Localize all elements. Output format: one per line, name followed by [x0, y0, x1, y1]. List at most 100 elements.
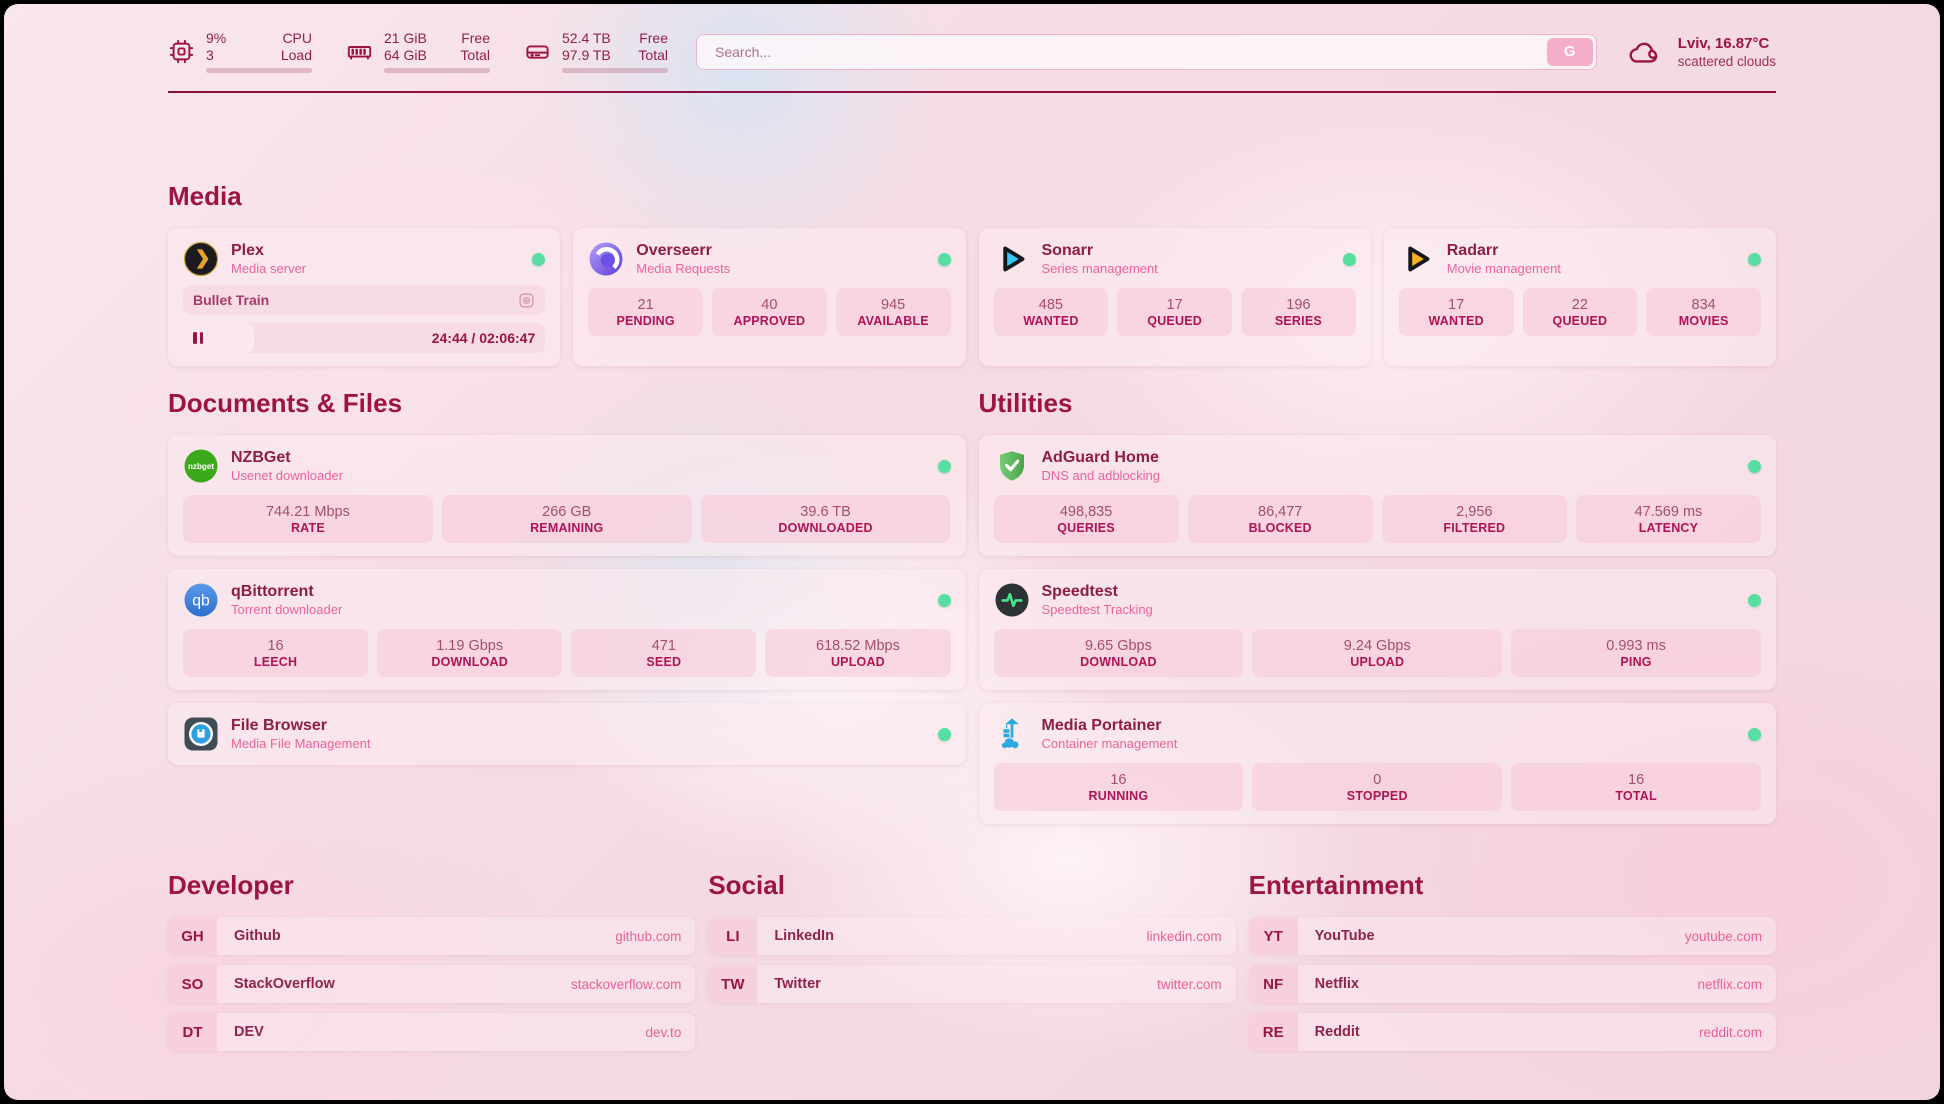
stat-remaining: 266 GB REMAINING: [441, 495, 692, 543]
stat-value: 945: [881, 296, 906, 313]
stat-value: 39.6 TB: [800, 503, 851, 520]
service-link-plex[interactable]: Plex Media server: [183, 241, 306, 277]
stat-queries: 498,835 QUERIES: [993, 495, 1179, 543]
stat-ping: 0.993 ms PING: [1511, 629, 1761, 677]
bookmark-name: DEV: [234, 1024, 264, 1040]
bookmark-abbr: RE: [1248, 1013, 1298, 1051]
service-name: Speedtest: [1041, 583, 1118, 600]
developer-column: Developer GH Github github.com SO StackO…: [168, 870, 696, 1051]
bookmark-stackoverflow[interactable]: SO StackOverflow stackoverflow.com: [168, 965, 696, 1003]
status-dot: [1748, 727, 1761, 741]
playback-time: 24:44 / 02:06:47: [431, 330, 536, 346]
bookmark-name: StackOverflow: [234, 976, 335, 992]
player-device-icon: [518, 292, 535, 309]
bookmark-abbr: YT: [1248, 917, 1298, 955]
stat-value: 834: [1691, 296, 1716, 313]
service-link-radarr[interactable]: Radarr Movie management: [1399, 241, 1561, 277]
service-link-adguard[interactable]: AdGuard Home DNS and adblocking: [994, 448, 1161, 484]
bookmark-github[interactable]: GH Github github.com: [168, 917, 696, 955]
stat-value: 47.569 ms: [1634, 503, 1703, 520]
search-input[interactable]: [697, 34, 1596, 69]
svg-text:nzbget: nzbget: [188, 462, 214, 471]
pause-icon: [193, 332, 203, 344]
bookmark-youtube[interactable]: YT YouTube youtube.com: [1248, 917, 1776, 955]
stat-queued: 17 QUEUED: [1117, 288, 1232, 336]
status-dot: [1748, 459, 1761, 473]
hard-drive-icon: [526, 45, 549, 59]
stat-label: TOTAL: [1615, 788, 1657, 803]
search-provider-button[interactable]: G: [1546, 37, 1593, 66]
service-link-speedtest[interactable]: Speedtest Speedtest Tracking: [994, 582, 1153, 618]
status-dot: [937, 727, 951, 741]
stat-label: QUERIES: [1057, 520, 1115, 535]
service-link-sonarr[interactable]: Sonarr Series management: [994, 241, 1158, 277]
service-subtitle: Speedtest Tracking: [1041, 602, 1153, 617]
stat-value: 86,477: [1258, 503, 1303, 520]
bookmark-abbr: LI: [708, 917, 758, 955]
service-link-portainer[interactable]: Media Portainer Container management: [994, 716, 1178, 752]
header-divider: [168, 91, 1776, 93]
service-name: File Browser: [231, 717, 328, 734]
search-bar: G: [696, 33, 1597, 70]
weather-condition: scattered clouds: [1677, 53, 1776, 69]
weather-location: Lviv, 16.87°C: [1677, 34, 1770, 52]
playback-progress-row: 24:44 / 02:06:47: [183, 323, 546, 353]
bookmark-netflix[interactable]: NF Netflix netflix.com: [1248, 965, 1776, 1003]
service-subtitle: Series management: [1041, 261, 1158, 276]
media-grid: Plex Media server Bullet Train 24:44 / 0…: [168, 228, 1776, 366]
stat-value: 266 GB: [542, 503, 592, 520]
service-subtitle: Container management: [1041, 736, 1178, 751]
bookmark-domain: twitter.com: [1157, 976, 1222, 992]
status-dot: [1748, 593, 1761, 607]
stat-filtered: 2,956 FILTERED: [1381, 495, 1567, 543]
stat-value: 9.65 Gbps: [1084, 637, 1152, 654]
documents-column: Documents & Files nzbget NZBGet Usenet d…: [168, 388, 966, 824]
memory-progress-track: [384, 68, 490, 73]
entertainment-column: Entertainment YT YouTube youtube.com NF …: [1248, 870, 1776, 1051]
bookmark-reddit[interactable]: RE Reddit reddit.com: [1248, 1013, 1776, 1051]
section-title-social: Social: [708, 870, 785, 900]
service-name: qBittorrent: [231, 583, 314, 600]
bookmark-dev[interactable]: DT DEV dev.to: [168, 1013, 696, 1051]
bookmark-domain: netflix.com: [1697, 976, 1762, 992]
stat-label: RATE: [290, 520, 325, 535]
stat-value: 471: [651, 637, 676, 654]
service-card-adguard: AdGuard Home DNS and adblocking 498,835 Q…: [978, 435, 1776, 556]
service-subtitle: DNS and adblocking: [1041, 468, 1161, 483]
bookmark-linkedin[interactable]: LI LinkedIn linkedin.com: [708, 917, 1236, 955]
stat-label: QUEUED: [1552, 313, 1608, 328]
portainer-icon: [994, 716, 1030, 752]
section-title-developer: Developer: [168, 870, 294, 900]
service-card-plex: Plex Media server Bullet Train 24:44 / 0…: [168, 228, 561, 366]
service-subtitle: Usenet downloader: [231, 468, 344, 483]
stat-downloaded: 39.6 TB DOWNLOADED: [700, 495, 951, 543]
stat-value: 1.19 Gbps: [436, 637, 504, 654]
stat-upload: 618.52 Mbps UPLOAD: [765, 629, 951, 677]
stat-value: 22: [1571, 296, 1588, 313]
bookmark-name: Github: [234, 928, 281, 944]
service-link-filebrowser[interactable]: File Browser Media File Management: [183, 716, 370, 752]
bookmark-name: Twitter: [774, 976, 821, 992]
stat-seed: 471 SEED: [571, 629, 757, 677]
nzbget-icon: nzbget: [183, 448, 219, 484]
stat-total: 16 TOTAL: [1511, 763, 1761, 811]
stat-value: 16: [1628, 771, 1645, 788]
top-bar: 9% CPU 3 Load 21 GiB Free 64 GiB To: [168, 30, 1776, 73]
dashboard-page: 9% CPU 3 Load 21 GiB Free 64 GiB To: [4, 4, 1940, 1100]
service-link-nzbget[interactable]: nzbget NZBGet Usenet downloader: [183, 448, 343, 484]
bookmark-twitter[interactable]: TW Twitter twitter.com: [708, 965, 1236, 1003]
section-title-documents: Documents & Files: [168, 388, 403, 418]
service-link-overseerr[interactable]: Overseerr Media Requests: [588, 241, 730, 277]
status-dot: [1748, 252, 1761, 266]
section-title-utilities: Utilities: [978, 388, 1073, 418]
service-name: Radarr: [1446, 242, 1499, 259]
stat-label: STOPPED: [1346, 788, 1408, 803]
stat-label: SEED: [646, 654, 682, 669]
service-name: NZBGet: [231, 449, 291, 466]
cpu-widget: 9% CPU 3 Load: [168, 30, 312, 73]
stat-label: LEECH: [253, 654, 298, 669]
stat-value: 9.24 Gbps: [1343, 637, 1411, 654]
stat-value: 196: [1286, 296, 1311, 313]
service-link-qbittorrent[interactable]: qb qBittorrent Torrent downloader: [183, 582, 342, 618]
ram-icon: [347, 46, 372, 60]
